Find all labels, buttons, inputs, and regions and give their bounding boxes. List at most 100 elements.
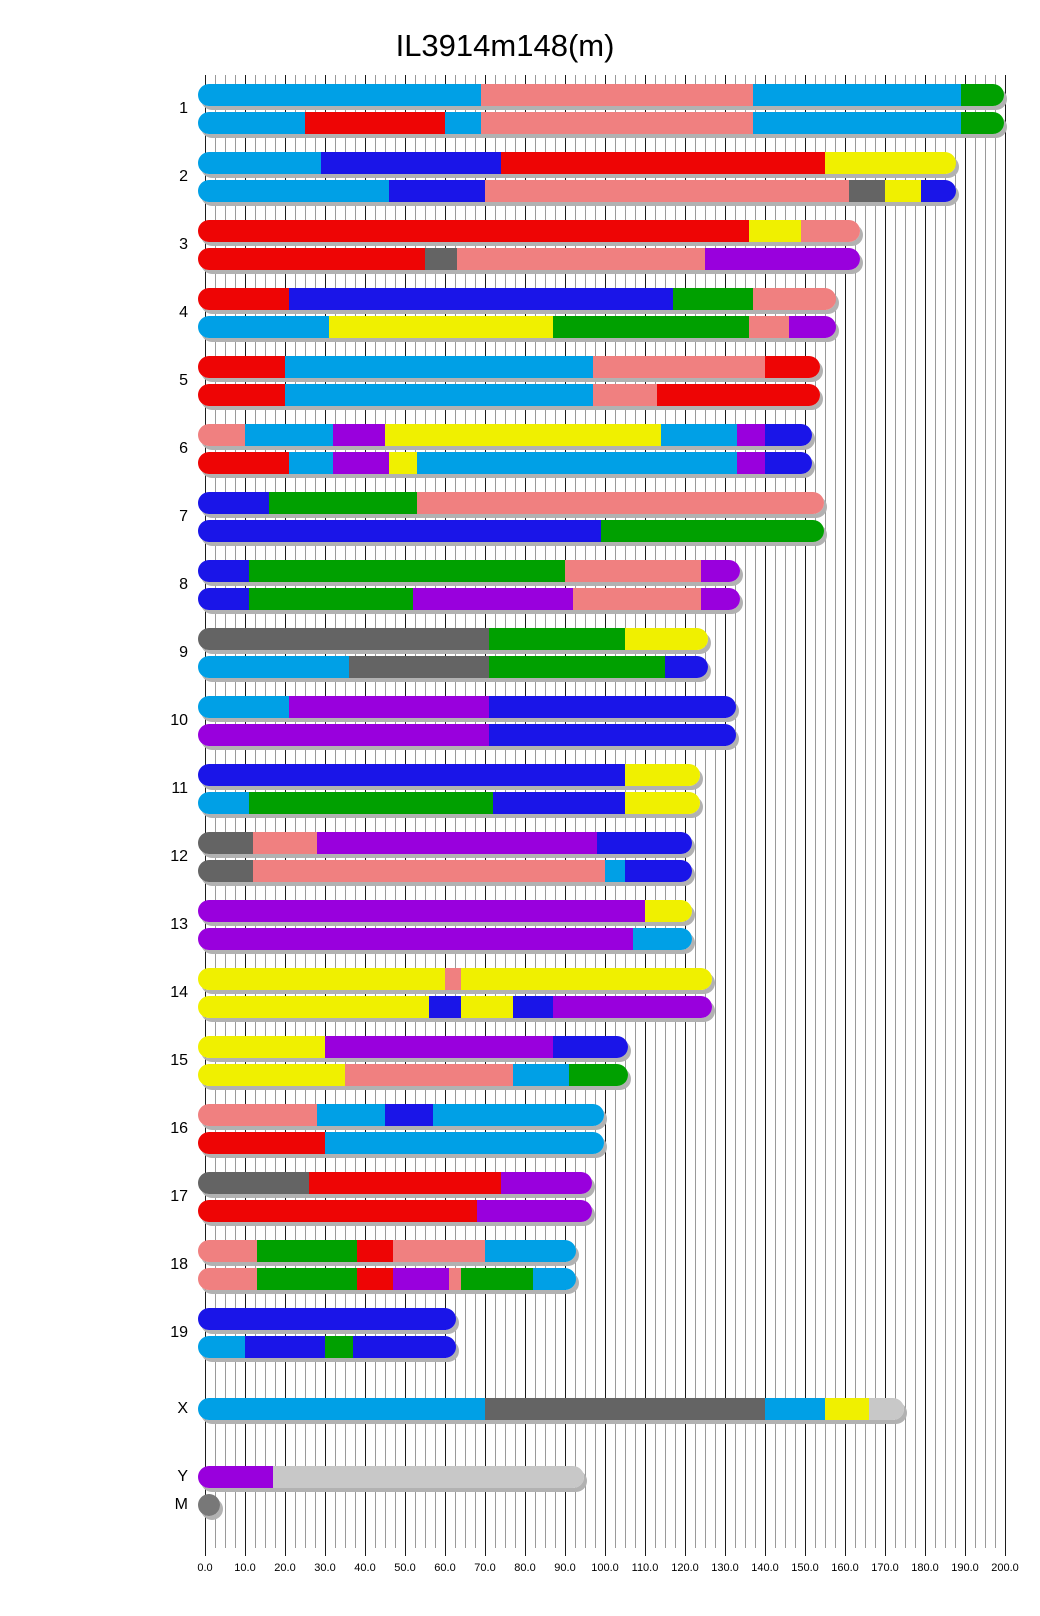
- chromosome-3-segment: [457, 248, 705, 270]
- chromosome-8-hap1-bar: [198, 560, 740, 582]
- chromosome-13-hap2-bar: [198, 928, 692, 950]
- major-gridline: [725, 75, 726, 1556]
- major-gridline: [405, 75, 406, 1556]
- chromosome-5-hap2-bar: [198, 384, 820, 406]
- chromosome-Y-hap1-bar: [198, 1466, 584, 1488]
- chromosome-5-segment: [285, 356, 593, 378]
- chromosome-1-segment: [198, 84, 481, 106]
- x-axis-tick-label: 160.0: [831, 1562, 859, 1574]
- x-axis-tick-label: 80.0: [514, 1562, 536, 1574]
- minor-gridline: [945, 75, 946, 1548]
- chromosome-2-segment: [198, 180, 389, 202]
- chromosome-2-segment: [321, 152, 501, 174]
- chromosome-7-segment: [198, 520, 601, 542]
- chromosome-3-segment: [749, 220, 801, 242]
- chromosome-12-segment: [253, 860, 605, 882]
- chromosome-15-segment: [198, 1064, 345, 1086]
- chromosome-13-segment: [645, 900, 692, 922]
- x-axis-tick-label: 150.0: [791, 1562, 819, 1574]
- chromosome-6-segment: [661, 424, 737, 446]
- chromosome-14-segment: [429, 996, 461, 1018]
- minor-gridline: [995, 75, 996, 1548]
- major-gridline: [445, 75, 446, 1556]
- major-gridline: [965, 75, 966, 1556]
- minor-gridline: [755, 75, 756, 1548]
- chromosome-9-segment: [349, 656, 489, 678]
- chromosome-19-hap1-bar: [198, 1308, 456, 1330]
- minor-gridline: [975, 75, 976, 1548]
- chromosome-4-hap2-bar: [198, 316, 836, 338]
- chromosome-1-segment: [481, 84, 753, 106]
- chromosome-2-segment: [389, 180, 485, 202]
- chromosome-X-hap1-bar: [198, 1398, 904, 1420]
- chromosome-M-segment: [198, 1494, 220, 1516]
- chromosome-10-segment: [289, 696, 489, 718]
- chromosome-15-segment: [513, 1064, 569, 1086]
- chromosome-13-hap1-bar: [198, 900, 692, 922]
- chromosome-4-segment: [749, 316, 789, 338]
- chromosome-13-segment: [198, 900, 645, 922]
- chromosome-10-segment: [489, 696, 736, 718]
- chromosome-14-segment: [461, 968, 712, 990]
- minor-gridline: [985, 75, 986, 1548]
- chromosome-19-segment: [198, 1308, 456, 1330]
- chromosome-3-segment: [705, 248, 860, 270]
- chromosome-6-hap2-bar: [198, 452, 812, 474]
- major-gridline: [1005, 75, 1006, 1556]
- chromosome-5-segment: [593, 384, 657, 406]
- major-gridline: [845, 75, 846, 1556]
- chromosome-12-segment: [253, 832, 317, 854]
- minor-gridline: [905, 75, 906, 1548]
- chromosome-14-segment: [553, 996, 712, 1018]
- chromosome-14-segment: [198, 968, 445, 990]
- chromosome-16-segment: [317, 1104, 385, 1126]
- major-gridline: [885, 75, 886, 1556]
- chromosome-1-segment: [961, 112, 1004, 134]
- chromosome-16-segment: [325, 1132, 604, 1154]
- chromosome-X-segment: [765, 1398, 825, 1420]
- minor-gridline: [835, 75, 836, 1548]
- chromosome-6-segment: [385, 424, 661, 446]
- chromosome-label-11: 11: [171, 780, 188, 797]
- major-gridline: [485, 75, 486, 1556]
- minor-gridline: [935, 75, 936, 1548]
- minor-gridline: [705, 75, 706, 1548]
- chromosome-18-segment: [393, 1240, 485, 1262]
- chromosome-5-segment: [198, 356, 285, 378]
- minor-gridline: [865, 75, 866, 1548]
- chromosome-6-segment: [245, 424, 333, 446]
- chromosome-18-segment: [357, 1240, 393, 1262]
- chromosome-label-16: 16: [170, 1120, 188, 1137]
- chromosome-X-segment: [825, 1398, 869, 1420]
- chromosome-6-segment: [289, 452, 333, 474]
- chromosome-12-segment: [198, 860, 253, 882]
- chromosome-18-segment: [449, 1268, 461, 1290]
- chromosome-3-segment: [198, 220, 749, 242]
- chromosome-16-segment: [433, 1104, 604, 1126]
- chromosome-5-segment: [657, 384, 820, 406]
- chromosome-8-segment: [413, 588, 573, 610]
- chromosome-label-17: 17: [170, 1188, 188, 1205]
- chromosome-5-segment: [765, 356, 820, 378]
- chromosome-X-segment: [198, 1398, 485, 1420]
- chromosome-9-hap2-bar: [198, 656, 708, 678]
- chromosome-17-segment: [309, 1172, 501, 1194]
- chromosome-18-segment: [357, 1268, 393, 1290]
- minor-gridline: [745, 75, 746, 1548]
- chromosome-16-segment: [198, 1132, 325, 1154]
- chromosome-16-hap2-bar: [198, 1132, 604, 1154]
- minor-gridline: [895, 75, 896, 1548]
- chromosome-label-4: 4: [179, 304, 188, 321]
- chromosome-12-hap2-bar: [198, 860, 692, 882]
- chromosome-4-segment: [198, 288, 289, 310]
- chromosome-8-segment: [701, 588, 740, 610]
- chromosome-4-segment: [753, 288, 836, 310]
- x-axis-tick-label: 90.0: [554, 1562, 576, 1574]
- chromosome-Y-segment: [273, 1466, 584, 1488]
- chromosome-5-hap1-bar: [198, 356, 820, 378]
- chromosome-15-segment: [345, 1064, 513, 1086]
- chromosome-19-segment: [325, 1336, 353, 1358]
- chromosome-8-segment: [573, 588, 701, 610]
- chromosome-label-14: 14: [170, 984, 188, 1001]
